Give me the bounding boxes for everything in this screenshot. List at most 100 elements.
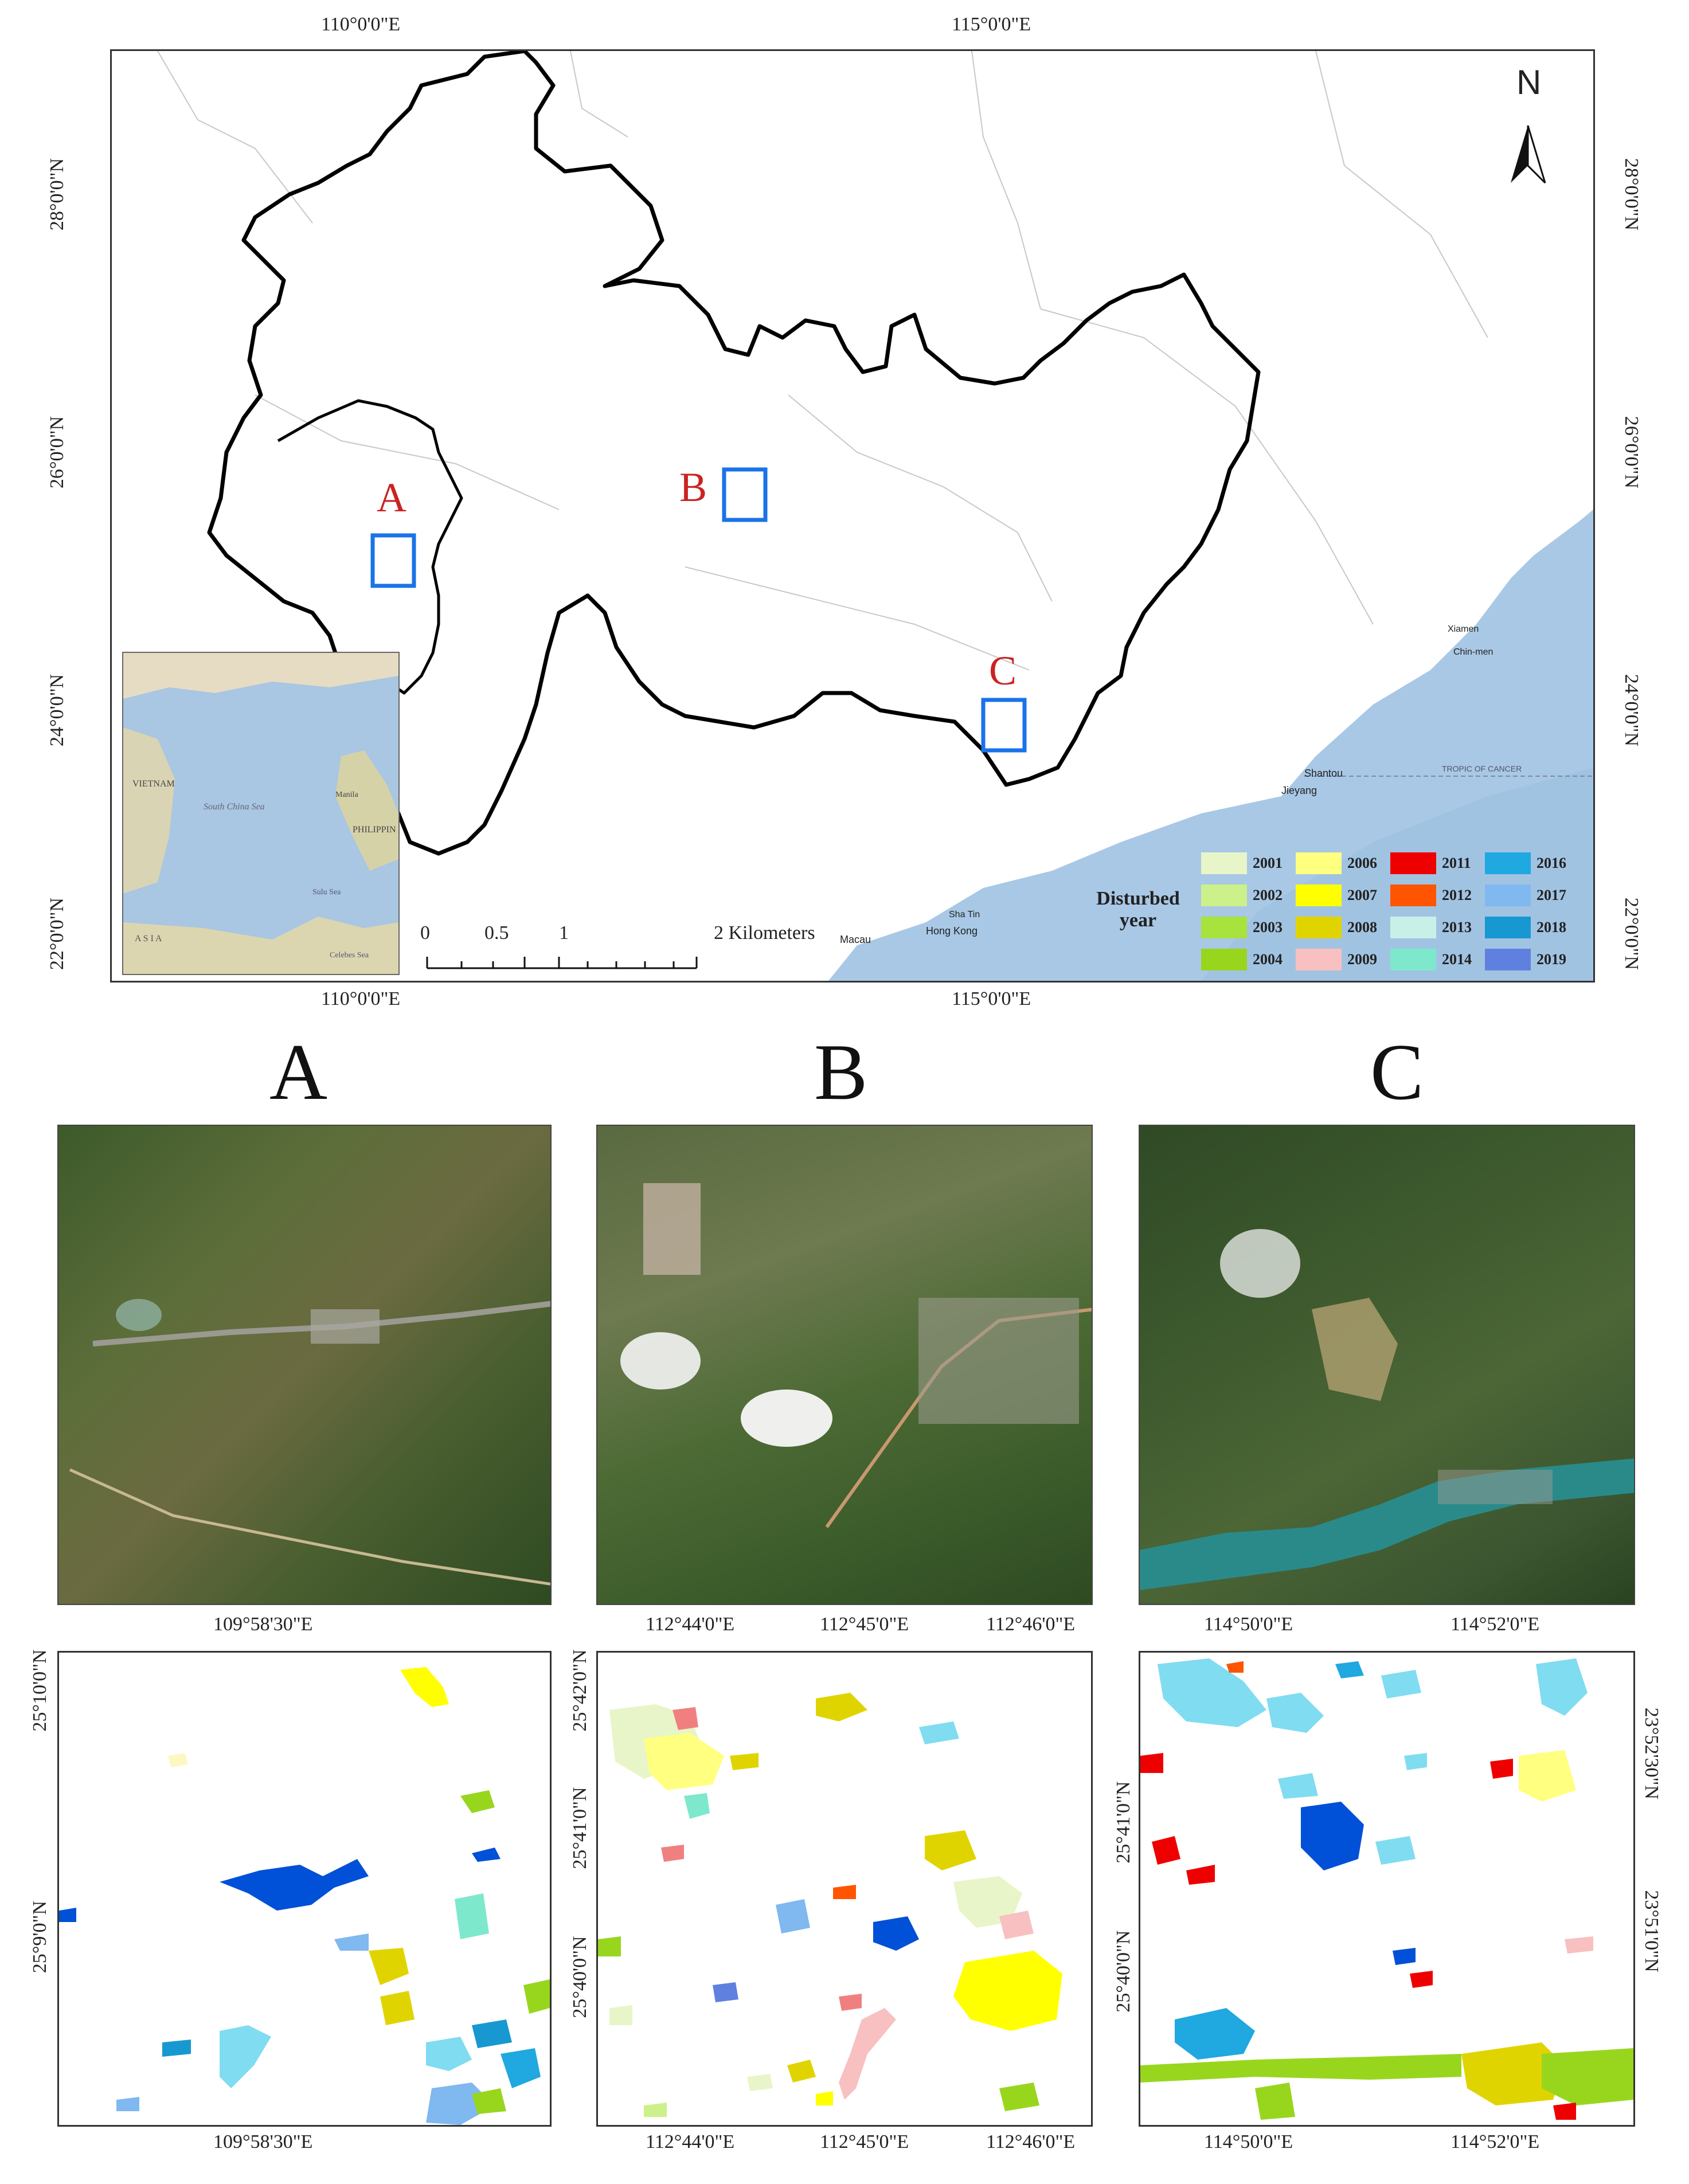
left-tick-lat-26: 26°0'0"N bbox=[46, 416, 68, 489]
satellite-image-c bbox=[1139, 1125, 1635, 1605]
legend-swatch-2009 bbox=[1296, 949, 1342, 970]
patch-b-13 bbox=[953, 1876, 1022, 1928]
legend-swatch-2017 bbox=[1485, 884, 1531, 906]
patch-b-2 bbox=[644, 1733, 724, 1790]
patch-c-5 bbox=[1536, 1658, 1588, 1716]
region-label-c: C bbox=[989, 648, 1017, 694]
sat-b-cloud-2 bbox=[741, 1390, 832, 1447]
panel-b-left-tick-2: 25°40'0"N bbox=[569, 1936, 591, 2018]
patch-c-10 bbox=[1278, 1773, 1318, 1799]
patch-a-2 bbox=[220, 1859, 369, 1911]
place-xiamen: Xiamen bbox=[1448, 624, 1479, 634]
legend-label-2002: 2002 bbox=[1253, 887, 1283, 903]
patch-a-15 bbox=[472, 2088, 506, 2114]
legend-swatch-2015 bbox=[1390, 981, 1436, 983]
legend-swatch-2005 bbox=[1201, 981, 1247, 983]
legend-entry-2009: 2009 bbox=[1296, 949, 1377, 970]
panel-b-bottom-tick-1: 112°45'0"E bbox=[820, 2131, 909, 2152]
legend-label-2018: 2018 bbox=[1536, 919, 1566, 936]
patch-b-25 bbox=[609, 2005, 632, 2025]
legend-swatch-2016 bbox=[1485, 852, 1531, 874]
sat-a-town bbox=[311, 1309, 380, 1344]
legend-swatch-2013 bbox=[1390, 917, 1436, 938]
scale-bar bbox=[426, 957, 698, 969]
left-tick-lat-22: 22°0'0"N bbox=[46, 897, 68, 970]
patch-b-12 bbox=[833, 1885, 856, 1899]
patch-c-17 bbox=[1542, 2048, 1633, 2105]
disturbance-map-c bbox=[1139, 1651, 1635, 2127]
disturbance-map-b bbox=[596, 1651, 1093, 2127]
patch-a-12 bbox=[426, 2037, 472, 2071]
legend-entry-2016: 2016 bbox=[1485, 852, 1566, 874]
north-arrow-icon bbox=[1511, 125, 1546, 184]
patch-c-7 bbox=[1152, 1836, 1180, 1865]
patch-c-15 bbox=[1140, 2054, 1461, 2083]
sat-c-cloud bbox=[1220, 1229, 1300, 1298]
panel-letter-a: A bbox=[269, 1028, 328, 1117]
inset-land-south bbox=[123, 917, 398, 974]
patch-a-5 bbox=[472, 1848, 501, 1862]
patch-c-14 bbox=[1175, 2008, 1255, 2060]
panel-a-top-tick-0: 109°58'30"E bbox=[213, 1614, 313, 1635]
panel-c-right-tick-1: 23°51'0"N bbox=[1641, 1890, 1662, 1972]
patch-a-13 bbox=[472, 2019, 512, 2048]
bottom-tick-lon-110: 110°0'0"E bbox=[321, 988, 401, 1009]
patch-b-5 bbox=[661, 1845, 684, 1862]
legend-entry-2001: 2001 bbox=[1201, 852, 1283, 874]
sat-c-town bbox=[1438, 1470, 1553, 1504]
inset-label-asia: A S I A bbox=[135, 934, 162, 944]
patch-b-18 bbox=[598, 1936, 621, 1956]
patch-c-8 bbox=[1186, 1865, 1215, 1885]
patch-b-10 bbox=[776, 1899, 810, 1933]
panel-b-top-tick-2: 112°46'0"E bbox=[986, 1614, 1076, 1635]
legend-swatch-2001 bbox=[1201, 852, 1247, 874]
patch-c-11 bbox=[1375, 1836, 1416, 1865]
patch-b-9 bbox=[925, 1830, 976, 1870]
panel-c-left-tick-1: 25°40'0"N bbox=[1113, 1930, 1134, 2013]
legend-label-2017: 2017 bbox=[1536, 887, 1566, 903]
panel-b-left-tick-1: 25°41'0"N bbox=[569, 1787, 591, 1869]
panel-b-bottom-tick-0: 112°44'0"E bbox=[646, 2131, 735, 2152]
patch-a-6 bbox=[455, 1893, 489, 1939]
study-area-outline bbox=[207, 51, 1261, 856]
legend-label-2007: 2007 bbox=[1347, 887, 1377, 903]
left-tick-lat-28: 28°0'0"N bbox=[46, 158, 68, 231]
legend-entry-2013: 2013 bbox=[1390, 917, 1472, 938]
patch-b-15 bbox=[999, 1911, 1034, 1939]
legend-swatch-2014 bbox=[1390, 949, 1436, 970]
patch-a-11 bbox=[220, 2025, 271, 2088]
panel-c-top-tick-1: 114°52'0"E bbox=[1450, 1614, 1540, 1635]
region-box-c bbox=[981, 698, 1027, 753]
panel-b-top-tick-1: 112°45'0"E bbox=[820, 1614, 909, 1635]
legend-entry-2007: 2007 bbox=[1296, 884, 1377, 906]
legend-swatch-2018 bbox=[1485, 917, 1531, 938]
patch-c-19 bbox=[1393, 1948, 1416, 1965]
place-hongkong: Hong Kong bbox=[926, 925, 978, 937]
legend-label-2014: 2014 bbox=[1442, 951, 1472, 968]
place-jieyang: Jieyang bbox=[1281, 785, 1317, 796]
patch-b-6 bbox=[730, 1753, 759, 1770]
patch-a-7 bbox=[369, 1948, 409, 1985]
legend-label-2004: 2004 bbox=[1253, 951, 1283, 968]
patch-b-16 bbox=[839, 2008, 896, 2100]
legend-swatch-2007 bbox=[1296, 884, 1342, 906]
panel-c-right-tick-0: 23°52'30"N bbox=[1641, 1707, 1662, 1800]
inset-label-manila: Manila bbox=[335, 790, 358, 799]
sat-b-urban bbox=[918, 1298, 1079, 1424]
patch-b-19 bbox=[713, 1982, 738, 2002]
legend-label-2008: 2008 bbox=[1347, 919, 1377, 936]
inset-label-sulu: Sulu Sea bbox=[312, 888, 341, 897]
bottom-tick-lon-115: 115°0'0"E bbox=[952, 988, 1031, 1009]
patch-a-10 bbox=[162, 2040, 191, 2057]
legend-label-2013: 2013 bbox=[1442, 919, 1472, 936]
inner-boundary bbox=[277, 399, 463, 695]
disturbance-map-a bbox=[57, 1651, 552, 2127]
legend-swatch-2011 bbox=[1390, 852, 1436, 874]
legend-swatch-2010 bbox=[1296, 981, 1342, 983]
inset-label-philippines: PHILIPPIN bbox=[353, 825, 396, 835]
patch-a-8 bbox=[334, 1933, 369, 1951]
patch-c-24 bbox=[1226, 1661, 1244, 1673]
legend-swatch-2006 bbox=[1296, 852, 1342, 874]
place-tropic: TROPIC OF CANCER bbox=[1442, 764, 1522, 773]
region-box-a bbox=[370, 533, 416, 588]
